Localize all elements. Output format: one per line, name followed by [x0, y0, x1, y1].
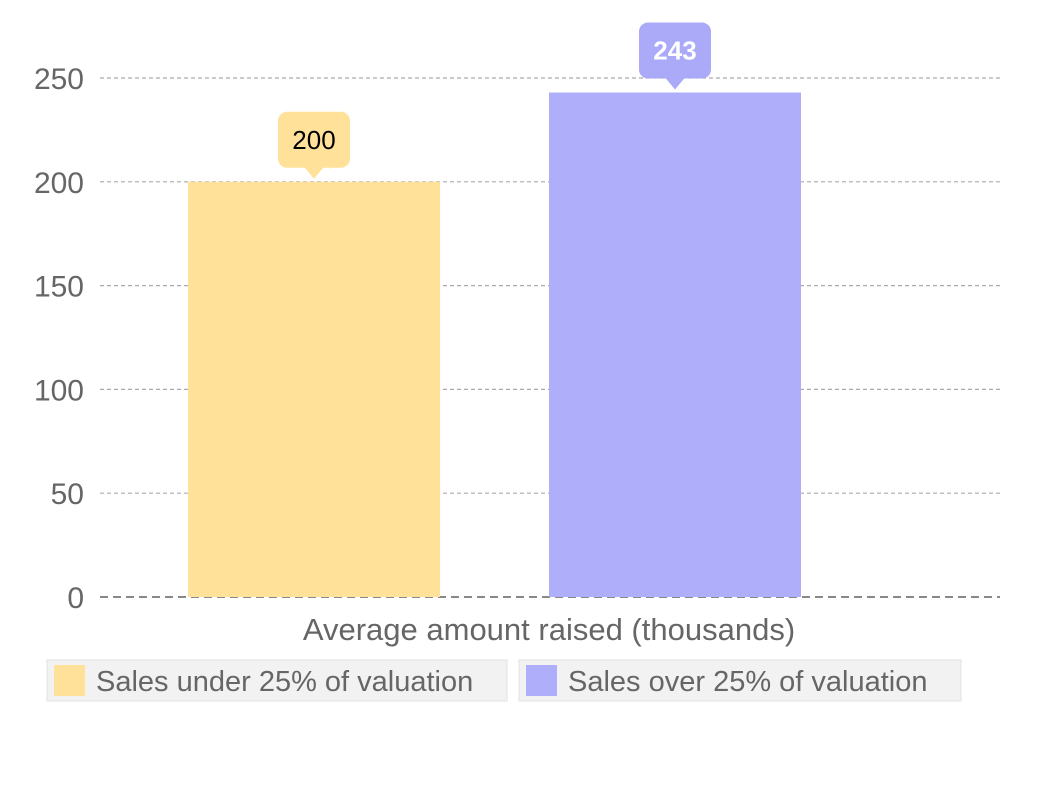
legend-swatch	[526, 665, 557, 696]
legend-label: Sales over 25% of valuation	[568, 666, 928, 698]
value-callout-box	[639, 22, 711, 79]
value-callout-pointer	[665, 77, 685, 90]
legend-item-background	[46, 659, 508, 702]
y-tick-label: 150	[34, 271, 84, 304]
y-tick-label: 100	[34, 374, 84, 407]
value-callout: 200	[278, 111, 350, 179]
legend-swatch	[54, 665, 85, 696]
legend: Sales under 25% of valuation Sales over 2…	[46, 659, 962, 702]
x-axis-title: Average amount raised (thousands)	[303, 612, 795, 647]
value-callout: 243	[639, 22, 711, 90]
bar-2	[549, 92, 801, 598]
legend-label: Sales under 25% of valuation	[96, 666, 473, 698]
legend-item[interactable]: Sales over 25% of valuation	[518, 659, 962, 702]
bars	[188, 92, 801, 598]
bar-1	[188, 181, 440, 598]
y-tick-label: 50	[51, 478, 84, 511]
legend-item-background	[518, 659, 962, 702]
y-axis-ticks: 0 50 100 150 200 250	[34, 63, 84, 615]
value-callout-pointer	[304, 166, 324, 179]
value-label: 243	[653, 36, 696, 66]
value-callout-box	[278, 111, 350, 168]
y-tick-label: 0	[67, 582, 84, 615]
y-tick-label: 250	[34, 63, 84, 96]
value-label: 200	[292, 125, 335, 155]
value-labels: 200 243	[278, 22, 711, 179]
y-tick-label: 200	[34, 167, 84, 200]
legend-item[interactable]: Sales under 25% of valuation	[46, 659, 508, 702]
